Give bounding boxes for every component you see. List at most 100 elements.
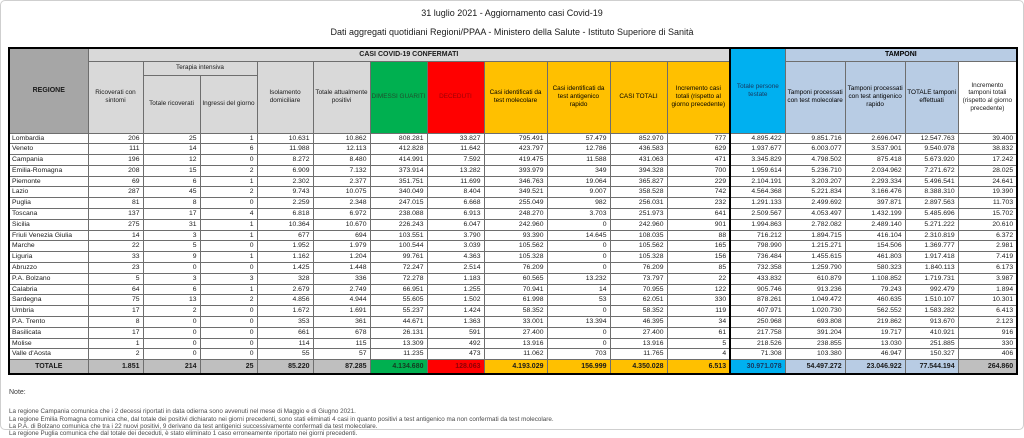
table-cell: 346.763 [483, 175, 548, 188]
table-cell: 14 [87, 229, 144, 242]
table-cell: 122 [666, 283, 731, 296]
table-cell: 732.358 [729, 262, 786, 274]
group-header-terapia-intensiva: Terapia intensiva [142, 60, 258, 76]
table-cell: 114 [256, 337, 314, 350]
table-cell: 12 [142, 154, 201, 166]
table-cell: 6.668 [426, 197, 485, 210]
column-header-isolamento-domiciliare: Isolamento domiciliare [256, 60, 314, 134]
column-header-dimessi-guariti: DIMESSI GUARITI [369, 60, 428, 134]
table-cell: 460.635 [844, 294, 906, 307]
table-cell: 33.827 [426, 132, 485, 145]
table-cell: 8.480 [312, 154, 371, 166]
region-name: Piemonte [8, 175, 89, 188]
table-cell: 1.432.199 [844, 208, 906, 220]
table-cell: 423.797 [483, 143, 548, 156]
table-cell: 340.049 [369, 186, 428, 199]
table-row: Campania 196 12 0 8.272 8.480 414.991 7.592 419.… [8, 154, 1018, 166]
table-row: Calabria 64 6 1 2.679 2.749 66.951 1.255 70.941 1… [8, 283, 1018, 296]
table-cell: 11.699 [426, 175, 485, 188]
table-cell: 0 [142, 337, 201, 350]
table-cell: 3.537.901 [844, 143, 906, 156]
region-name: Abruzzo [8, 262, 89, 274]
table-cell: 3.703 [546, 208, 611, 220]
table-cell: 70.955 [609, 283, 668, 296]
table-cell: 10.631 [256, 132, 314, 145]
table-cell: 15 [142, 164, 201, 177]
table-cell: 461.803 [844, 251, 906, 264]
column-header-ricoverati-con-sintomi: Ricoverati con sintomi [87, 60, 144, 134]
table-cell: 0 [199, 154, 258, 166]
table-cell: 716.212 [729, 229, 786, 242]
table-cell: 7.419 [957, 251, 1018, 264]
table-cell: 3.203.207 [784, 175, 846, 188]
table-cell: 219.862 [844, 316, 906, 328]
table-row: Sicilia 275 31 1 10.364 10.670 226.243 6.047 242… [8, 218, 1018, 231]
table-cell: 2.981 [957, 240, 1018, 253]
table-cell: 12.786 [546, 143, 611, 156]
table-cell: 349.521 [483, 186, 548, 199]
table-cell: 248.270 [483, 208, 548, 220]
table-cell: 5.496.541 [904, 175, 959, 188]
table-cell: 1.583.282 [904, 305, 959, 318]
total-cell: 214 [142, 359, 201, 375]
table-cell: 11.642 [426, 143, 485, 156]
table-cell: 328 [256, 272, 314, 285]
table-cell: 916 [957, 326, 1018, 339]
table-cell: 407.971 [729, 305, 786, 318]
table-cell: 2 [87, 348, 144, 361]
table-cell: 1.049.472 [784, 294, 846, 307]
table-cell: 33 [87, 251, 144, 264]
table-cell: 798.990 [729, 240, 786, 253]
table-cell: 6.818 [256, 208, 314, 220]
table-cell: 1 [199, 251, 258, 264]
table-cell: 26.131 [369, 326, 428, 339]
table-cell: 1.894 [957, 283, 1018, 296]
table-cell: 1.259.790 [784, 262, 846, 274]
table-cell: 13.916 [609, 337, 668, 350]
table-row: Emilia-Romagna 208 15 2 6.909 7.132 373.914 13.… [8, 164, 1018, 177]
table-cell: 1.183 [426, 272, 485, 285]
table-cell: 17.242 [957, 154, 1018, 166]
table-cell: 99.761 [369, 251, 428, 264]
table-cell: 562.552 [844, 305, 906, 318]
region-name: Liguria [8, 251, 89, 264]
region-name: Puglia [8, 197, 89, 210]
table-cell: 115 [312, 337, 371, 350]
table-cell: 76.209 [609, 262, 668, 274]
table-cell: 250.968 [729, 316, 786, 328]
table-cell: 242.960 [483, 218, 548, 231]
region-name: Umbria [8, 305, 89, 318]
table-cell: 12.113 [312, 143, 371, 156]
table-cell: 2.514 [426, 262, 485, 274]
table-cell: 1 [199, 218, 258, 231]
table-cell: 218.526 [729, 337, 786, 350]
group-header-tamponi: TAMPONI [784, 47, 1018, 62]
table-cell: 20.610 [957, 218, 1018, 231]
table-row: Toscana 137 17 4 6.818 6.972 238.088 6.913 248.2… [8, 208, 1018, 220]
table-cell: 33.001 [483, 316, 548, 328]
table-cell: 3.166.476 [844, 186, 906, 199]
table-cell: 431.063 [609, 154, 668, 166]
table-cell: 71.308 [729, 348, 786, 361]
table-cell: 7.132 [312, 164, 371, 177]
table-cell: 361 [312, 316, 371, 328]
table-cell: 4 [199, 208, 258, 220]
table-cell: 1 [199, 132, 258, 145]
table-cell: 0 [142, 326, 201, 339]
table-cell: 391.204 [784, 326, 846, 339]
notes-section: Note: La regione Campania comunica che i… [9, 389, 1023, 438]
table-cell: 11.062 [483, 348, 548, 361]
table-cell: 55.605 [369, 294, 428, 307]
table-cell: 795.491 [483, 132, 548, 145]
table-cell: 0 [546, 326, 611, 339]
table-cell: 66.951 [369, 283, 428, 296]
table-cell: 0 [199, 197, 258, 210]
table-cell: 742 [666, 186, 731, 199]
table-cell: 393.979 [483, 164, 548, 177]
table-cell: 1.937.677 [729, 143, 786, 156]
table-cell: 641 [666, 208, 731, 220]
table-cell: 105.562 [483, 240, 548, 253]
table-cell: 629 [666, 143, 731, 156]
region-name: Lazio [8, 186, 89, 199]
